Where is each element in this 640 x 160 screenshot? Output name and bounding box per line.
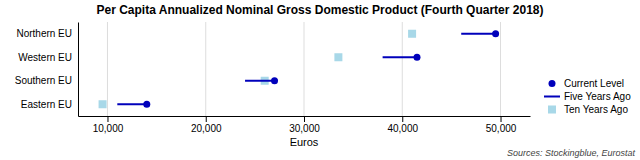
dot <box>271 77 278 84</box>
range-line <box>245 80 274 82</box>
range-line <box>461 33 495 35</box>
legend: Current Level Five Years Ago Ten Years Ago <box>544 78 631 115</box>
tick: Northern EU <box>16 28 72 39</box>
square-marker <box>99 100 107 108</box>
legend-symbol <box>544 96 560 98</box>
axis-title: Euros <box>290 136 319 148</box>
chart: Per Capita Annualized Nominal Gross Dome… <box>0 0 640 160</box>
x-axis: 10,000 20,000 30,000 40,000 50,000 <box>79 116 531 134</box>
annotation: Sources: Stockingblue, Eurostat <box>507 148 636 158</box>
tick-label: 50,000 <box>486 123 517 134</box>
tick: Western EU <box>18 52 72 63</box>
plot: 10,000 20,000 30,000 40,000 50,000 Northern E… <box>15 22 531 134</box>
tick-label: Eastern EU <box>21 99 72 110</box>
legend-symbol <box>549 80 556 87</box>
legend-label: Current Level <box>564 78 624 89</box>
tick-label: Western EU <box>18 52 72 63</box>
tick-label: 40,000 <box>387 123 418 134</box>
grid-line <box>500 22 501 116</box>
tick-label: Southern EU <box>15 75 72 86</box>
tick: 50,000 <box>486 116 517 134</box>
title: Per Capita Annualized Nominal Gross Dome… <box>97 3 544 17</box>
tick: 20,000 <box>191 116 222 134</box>
grid-line <box>304 22 305 116</box>
grid <box>107 22 500 116</box>
tick-label: Northern EU <box>16 28 72 39</box>
tick-label: 10,000 <box>93 123 124 134</box>
series <box>99 30 417 109</box>
tick: Southern EU <box>15 75 72 86</box>
legend-item: Five Years Ago <box>544 91 631 102</box>
legend-symbol <box>548 106 556 114</box>
tick-mark <box>402 116 403 122</box>
legend-item: Current Level <box>549 78 625 89</box>
grid-line <box>205 22 206 116</box>
tick: 10,000 <box>93 116 124 134</box>
dot <box>492 30 499 37</box>
marks <box>99 30 500 109</box>
series <box>117 34 495 105</box>
tick-mark <box>107 116 108 122</box>
grid-line <box>107 22 108 116</box>
tick: Eastern EU <box>21 99 72 110</box>
series <box>143 30 499 108</box>
y-axis: Northern EU Western EU Southern EU Eastern … <box>15 23 79 117</box>
legend-item: Ten Years Ago <box>548 104 628 115</box>
dot <box>143 101 150 108</box>
square-marker <box>408 30 416 38</box>
grid-line <box>402 22 403 116</box>
tick-label: 20,000 <box>191 123 222 134</box>
tick-mark <box>501 116 502 122</box>
range-line <box>117 103 146 105</box>
tick: 40,000 <box>387 116 418 134</box>
range-line <box>383 56 417 58</box>
legend-label: Ten Years Ago <box>564 104 628 115</box>
tick-label: 30,000 <box>289 123 320 134</box>
square-marker <box>334 53 342 61</box>
tick-mark <box>206 116 207 122</box>
tick-mark <box>304 116 305 122</box>
legend-label: Five Years Ago <box>564 91 631 102</box>
tick: 30,000 <box>289 116 320 134</box>
axis-line <box>78 23 79 117</box>
dot <box>414 54 421 61</box>
